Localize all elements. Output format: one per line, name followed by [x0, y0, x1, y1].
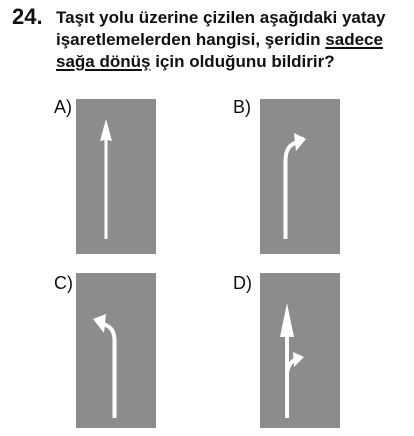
left-turn-arrow-icon	[93, 314, 117, 418]
straight-and-right-arrow-icon	[280, 303, 304, 418]
option-b-label[interactable]: B)	[233, 97, 251, 117]
option-d-lane[interactable]	[260, 273, 340, 428]
option-c-lane[interactable]	[76, 273, 156, 428]
question-text-part2: için olduğunu bildirir?	[150, 52, 335, 71]
question-text-part1: Taşıt yolu üzerine çizilen aşağıdaki yat…	[56, 8, 386, 49]
option-b-lane[interactable]	[260, 99, 340, 254]
question-number: 24.	[12, 4, 43, 29]
option-c-label[interactable]: C)	[54, 273, 73, 293]
question-text: Taşıt yolu üzerine çizilen aşağıdaki yat…	[56, 7, 406, 73]
emphasis-saga-donus: sağa dönüş	[56, 52, 151, 71]
emphasis-sadece: sadece	[325, 30, 383, 49]
option-a-lane[interactable]	[76, 99, 156, 254]
right-turn-arrow-icon	[283, 133, 306, 239]
option-a-label[interactable]: A)	[54, 97, 72, 117]
option-d-label[interactable]: D)	[233, 273, 252, 293]
straight-arrow-icon	[100, 119, 112, 239]
